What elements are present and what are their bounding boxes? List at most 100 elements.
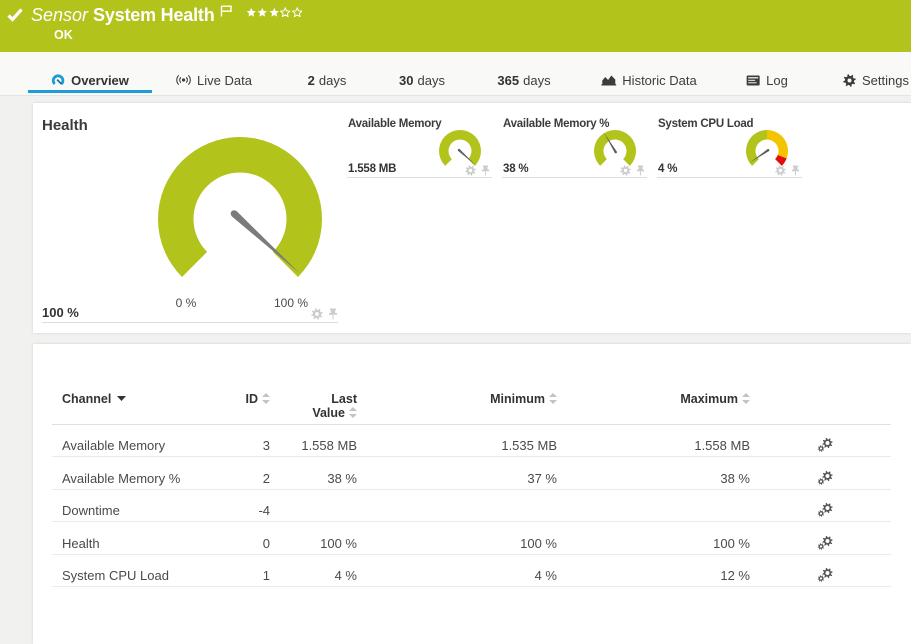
sensor-header-banner: Sensor System Health OK — [0, 0, 911, 52]
channel-name-cell[interactable]: Available Memory % — [62, 470, 181, 486]
channel-settings-gears-icon[interactable] — [817, 437, 834, 453]
health-gauge-block: Health 0 % 100 % 100 % — [42, 103, 338, 323]
tab-2-days[interactable]: 2 days — [307, 72, 347, 88]
star-empty-icon[interactable] — [280, 6, 291, 18]
mini-gauge-system-cpu-load: System CPU Load 4 % — [657, 103, 802, 178]
mini-gauge-title: Available Memory — [348, 118, 442, 130]
channel-last-value-cell: 38 % — [327, 470, 357, 486]
tab-log[interactable]: Log — [746, 66, 788, 94]
gauge-settings-gear-icon[interactable] — [311, 308, 323, 320]
column-header-last-value[interactable]: Last Value — [312, 392, 357, 420]
channel-last-value-cell — [270, 489, 357, 522]
pin-icon[interactable] — [328, 308, 338, 320]
channel-maximum-cell: 12 % — [720, 568, 750, 583]
broadcast-icon — [176, 75, 191, 85]
channel-table-row: System CPU Load 1 4 % 4 % 12 % — [52, 554, 891, 587]
channel-last-value-cell: 1.558 MB — [301, 438, 357, 453]
tab-historic-data[interactable]: Historic Data — [601, 66, 697, 94]
pin-icon[interactable] — [481, 165, 490, 176]
pin-icon[interactable] — [636, 165, 645, 176]
gauge-max-label: 100 % — [273, 296, 309, 310]
channel-maximum-cell: 38 % — [720, 470, 750, 486]
column-header-minimum[interactable]: Minimum — [357, 388, 557, 424]
tab-365-days[interactable]: 365 days — [497, 72, 551, 88]
mini-gauge-available-memory-pct: Available Memory % 38 % — [502, 103, 647, 178]
channel-name-cell[interactable]: Health — [62, 535, 100, 551]
active-tab-underline — [28, 90, 152, 93]
table-header-row: Channel ID Last Value Minimum Maximum — [52, 388, 891, 424]
sensor-kind-label: Sensor — [31, 4, 89, 25]
status-badge: OK — [54, 28, 73, 42]
log-icon — [746, 75, 760, 85]
channel-table-row: Downtime -4 — [52, 489, 891, 522]
gauge-min-label: 0 % — [175, 296, 197, 310]
available-memory-pct-gauge-chart — [594, 130, 636, 166]
tab-overview[interactable]: Overview — [51, 66, 129, 94]
mini-gauge-title: System CPU Load — [658, 118, 754, 130]
column-header-maximum[interactable]: Maximum — [557, 388, 750, 424]
star-filled-icon[interactable] — [246, 7, 257, 18]
channel-id-cell: 3 — [262, 438, 270, 453]
channel-name-cell[interactable]: Available Memory — [62, 438, 166, 453]
sort-updown-icon — [549, 393, 557, 404]
gear-icon — [843, 73, 856, 87]
channel-id-cell: -4 — [258, 503, 270, 518]
column-header-id[interactable]: ID — [218, 388, 270, 424]
system-cpu-load-gauge-chart — [745, 130, 788, 166]
available-memory-gauge-chart — [439, 130, 481, 166]
star-empty-icon[interactable] — [291, 6, 303, 18]
tab-settings[interactable]: Settings — [843, 66, 909, 94]
priority-stars[interactable] — [246, 6, 303, 18]
tab-30-days[interactable]: 30 days — [399, 72, 445, 88]
area-chart-icon — [601, 75, 617, 86]
sort-caret-down-icon — [117, 396, 127, 401]
channel-actions-cell — [750, 424, 891, 457]
channel-maximum-cell: 1.558 MB — [694, 438, 750, 453]
channel-actions-cell — [750, 554, 891, 587]
channel-table-row: Available Memory % 2 38 % 37 % 38 % — [52, 457, 891, 490]
channel-table-row: Available Memory 3 1.558 MB 1.535 MB 1.558 M… — [52, 424, 891, 457]
channel-settings-gears-icon[interactable] — [817, 535, 834, 551]
channel-actions-cell — [750, 457, 891, 490]
channel-minimum-cell: 1.535 MB — [501, 438, 557, 453]
channel-settings-gears-icon[interactable] — [817, 502, 834, 518]
column-header-actions — [750, 388, 891, 424]
mini-gauge-available-memory: Available Memory 1.558 MB — [347, 103, 492, 178]
channel-minimum-cell: 37 % — [527, 470, 557, 486]
channel-id-cell: 0 — [262, 535, 270, 551]
column-header-channel[interactable]: Channel — [52, 388, 218, 424]
channel-actions-cell — [750, 489, 891, 522]
channel-name-cell[interactable]: Downtime — [62, 503, 120, 518]
mini-gauge-value: 38 % — [503, 163, 529, 175]
channel-minimum-cell: 4 % — [534, 568, 557, 583]
gauge-settings-gear-icon[interactable] — [620, 165, 631, 176]
channel-minimum-cell: 100 % — [520, 535, 557, 551]
overview-gauges-panel: Health 0 % 100 % 100 % Available Memory … — [33, 103, 911, 333]
mini-gauge-value: 4 % — [658, 163, 678, 175]
gauge-settings-gear-icon[interactable] — [465, 165, 476, 176]
channel-maximum-cell — [557, 489, 750, 522]
channel-id-cell: 1 — [262, 568, 270, 583]
channel-actions-cell — [750, 522, 891, 555]
pin-icon[interactable] — [791, 165, 800, 176]
tab-bar: Overview Live Data 2 days 30 days 365 da… — [0, 52, 911, 96]
channel-settings-gears-icon[interactable] — [817, 470, 834, 486]
channel-name-cell[interactable]: System CPU Load — [62, 568, 169, 583]
channel-last-value-cell: 100 % — [320, 535, 357, 551]
star-filled-icon[interactable] — [257, 7, 268, 18]
star-filled-icon[interactable] — [269, 7, 280, 18]
page-title: System Health — [93, 4, 215, 25]
mini-gauge-value: 1.558 MB — [348, 163, 397, 175]
sort-updown-icon — [262, 393, 270, 404]
channels-table-panel: Channel ID Last Value Minimum Maximum Av… — [33, 344, 911, 644]
flag-icon[interactable] — [220, 5, 233, 17]
channels-table: Channel ID Last Value Minimum Maximum Av… — [52, 388, 891, 587]
sort-updown-icon — [349, 407, 357, 418]
mini-gauge-title: Available Memory % — [503, 118, 610, 130]
sort-updown-icon — [742, 393, 750, 404]
channel-settings-gears-icon[interactable] — [817, 567, 834, 583]
channel-id-cell: 2 — [262, 470, 270, 486]
tab-live-data[interactable]: Live Data — [176, 66, 252, 94]
health-gauge-title: Health — [42, 117, 88, 134]
gauge-settings-gear-icon[interactable] — [775, 165, 786, 176]
